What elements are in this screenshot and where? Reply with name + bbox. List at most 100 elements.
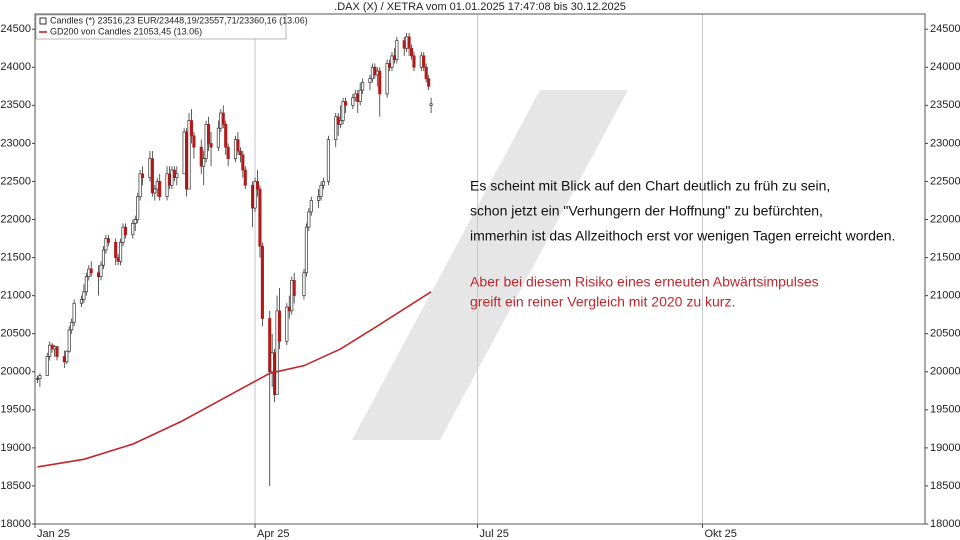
candle-body <box>170 169 174 186</box>
candle-body <box>216 127 220 148</box>
candle-body <box>255 181 260 190</box>
candle-body <box>309 200 313 213</box>
candle-body <box>292 280 296 296</box>
candle-body <box>123 226 128 236</box>
candle-body <box>304 226 308 274</box>
candle-body <box>353 93 357 99</box>
x-tick-label: Jan 25 <box>37 528 70 540</box>
candle-body <box>241 154 245 171</box>
candle-body <box>87 268 91 277</box>
candle-body <box>150 158 154 194</box>
candle-body <box>136 196 140 220</box>
candle-body <box>334 116 338 140</box>
candle-body <box>233 139 238 159</box>
candle-body <box>167 173 172 186</box>
candle-body <box>358 89 362 102</box>
candle-body <box>268 318 272 373</box>
candle-body <box>209 143 213 148</box>
y-tick-label: 21000 <box>930 290 960 302</box>
candle-body <box>101 249 106 266</box>
legend-marker <box>39 17 47 25</box>
candle-body <box>302 272 306 296</box>
candle-body <box>424 66 428 80</box>
candle-body <box>165 173 169 198</box>
candle-body <box>224 124 228 148</box>
x-tick-label: Jul 25 <box>480 528 509 540</box>
candle-body <box>89 268 93 274</box>
candle-body <box>326 139 330 182</box>
candle-body <box>38 375 42 379</box>
candle-body <box>275 310 279 395</box>
candle-body <box>148 158 152 179</box>
candle-body <box>270 352 274 373</box>
candle-body <box>412 55 416 68</box>
y-tick-label: 19500 <box>0 404 31 416</box>
y-tick-label: 20000 <box>930 366 960 378</box>
candle-body <box>392 55 396 61</box>
candle-body <box>70 321 74 331</box>
candle-body <box>277 310 282 342</box>
candle-body <box>260 245 264 319</box>
candle-body <box>375 70 379 76</box>
candle-body <box>187 120 191 190</box>
candle-body <box>82 291 86 300</box>
candle-body <box>285 306 289 342</box>
x-tick-label: Okt 25 <box>705 528 737 540</box>
candle-body <box>243 169 247 186</box>
candle-body <box>427 78 431 87</box>
candle-body <box>35 378 39 380</box>
y-tick-label: 24500 <box>0 23 31 35</box>
y-tick-label: 23500 <box>930 99 960 111</box>
candle-body <box>84 276 88 293</box>
candle-body <box>99 264 103 277</box>
candle-body <box>409 47 414 57</box>
candle-body <box>319 184 323 198</box>
candle-body <box>45 356 49 376</box>
candle-body <box>53 346 57 350</box>
candle-body <box>395 40 399 61</box>
candle-body <box>97 272 101 277</box>
candle-body <box>429 103 433 106</box>
y-tick-label: 23500 <box>0 99 31 111</box>
y-tick-label: 20500 <box>0 328 31 340</box>
chart-title: .DAX (X) / XETRA vom 01.01.2025 17:47:08… <box>334 1 626 13</box>
candle-body <box>390 55 394 68</box>
candle-body <box>251 184 255 209</box>
annotation: schon jetzt ein "Verhungern der Hoffnung… <box>470 203 823 219</box>
candle-body <box>407 36 411 49</box>
candle-body <box>153 188 157 194</box>
candle-body <box>402 40 406 49</box>
candle-body <box>253 181 257 209</box>
candle-body <box>370 66 374 80</box>
candle-body <box>378 70 382 95</box>
candle-body <box>317 196 321 201</box>
candle-body <box>273 352 277 395</box>
candle-body <box>185 131 189 190</box>
annotation: Aber bei diesem Risiko eines erneuten Ab… <box>470 274 819 290</box>
candle-body <box>368 78 372 83</box>
candle-body <box>116 257 120 262</box>
candle-body <box>48 344 52 357</box>
candle-body <box>405 36 409 49</box>
y-tick-label: 20500 <box>930 328 960 340</box>
candle-body <box>72 302 76 323</box>
candle-body <box>202 158 206 167</box>
candle-body <box>192 135 196 148</box>
candle-body <box>387 63 392 68</box>
candle-body <box>258 188 262 247</box>
y-tick-label: 24000 <box>930 61 960 73</box>
candle-body <box>356 93 360 102</box>
y-tick-label: 18000 <box>930 518 960 530</box>
y-tick-label: 22500 <box>0 175 31 187</box>
candle-body <box>155 181 159 190</box>
y-tick-label: 21500 <box>0 251 31 263</box>
candle-body <box>385 63 389 95</box>
candle-body <box>189 120 194 137</box>
candle-body <box>106 238 110 243</box>
candle-body <box>287 306 291 312</box>
candle-body <box>138 173 142 198</box>
candle-body <box>50 344 54 350</box>
candle-body <box>339 120 343 125</box>
annotation: Es scheint mit Blick auf den Chart deutl… <box>470 178 830 194</box>
